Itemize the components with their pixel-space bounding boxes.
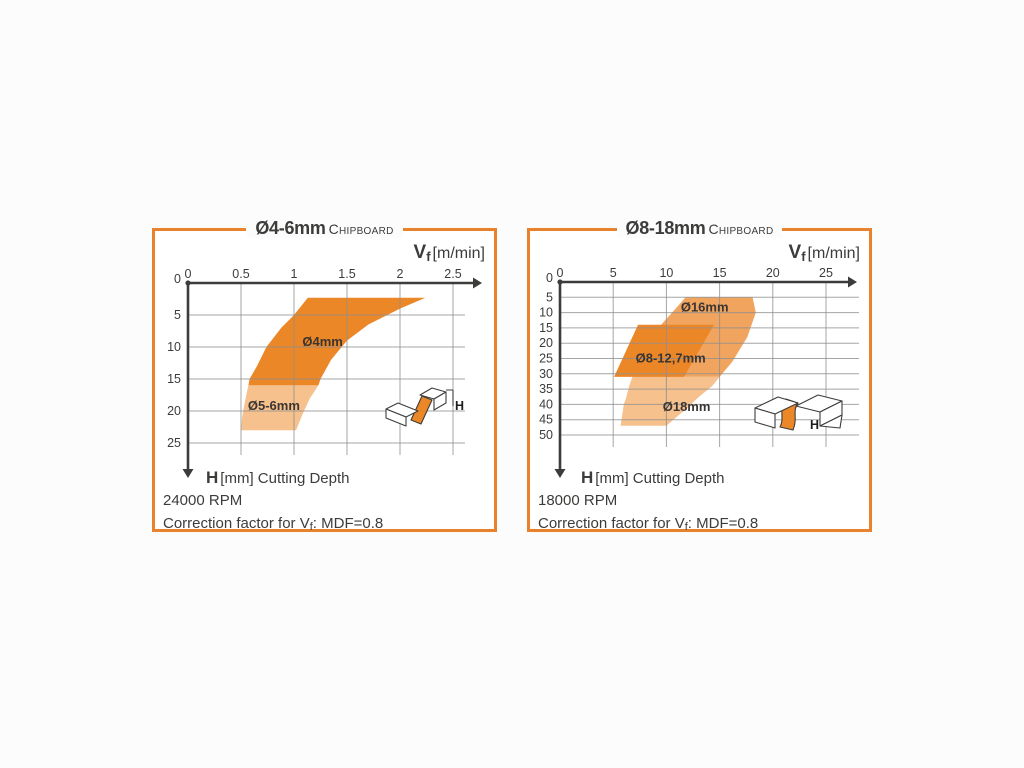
y-tick-label: 25 [167,436,181,450]
x-tick-label: 0 [557,266,564,280]
y-tick-label: 5 [546,290,553,304]
band-region-dark [248,297,426,386]
y-tick-label: 20 [167,404,181,418]
band-region-light [241,385,319,431]
y-axis-title: H [mm] Cutting Depth [206,468,350,488]
workpiece-rabbet-icon: H [385,387,464,427]
y-tick-label: 25 [539,352,553,366]
correction-pre: Correction factor for V [538,515,685,532]
band-label: Ø4mm [302,334,342,349]
title-material: Chipboard [708,221,774,237]
correction-sub: f [684,521,688,533]
h-unit: [mm] Cutting Depth [595,470,725,487]
vf-subscript: f [426,249,431,264]
y-tick-label: 45 [539,413,553,427]
x-axis-arrow-icon [473,277,482,289]
y-tick-label: 0 [174,272,181,286]
y-tick-label: 15 [167,372,181,386]
correction-post: : MDF=0.8 [687,515,759,532]
x-tick-label: 20 [766,266,780,280]
vf-symbol: V [413,242,427,263]
h-symbol: H [581,468,594,487]
vf-unit: [m/min] [432,245,485,262]
rpm-note: 18000 RPM [538,492,618,509]
panel-title-text: Ø8-18mm Chipboard [616,218,783,238]
correction-post: : MDF=0.8 [312,515,384,532]
band-label: Ø8-12,7mm [636,351,706,366]
panel-title: Ø8-18mm Chipboard [530,218,869,239]
x-tick-label: 15 [713,266,727,280]
x-tick-label: 1 [291,267,298,281]
x-axis-title: Vf [m/min] [789,242,860,264]
x-tick-label: 5 [610,266,617,280]
y-tick-label: 5 [174,308,181,322]
vf-subscript: f [801,249,806,264]
x-tick-label: 1.5 [338,267,355,281]
x-tick-label: 0 [185,267,192,281]
x-tick-label: 2 [397,267,404,281]
y-tick-label: 20 [539,336,553,350]
workpiece-groove-icon: H [754,394,843,432]
panel-title: Ø4-6mm Chipboard [155,218,494,239]
title-diameter-range: Ø8-18mm [625,218,706,238]
vf-unit: [m/min] [807,245,860,262]
y-tick-label: 50 [539,428,553,442]
x-tick-label: 2.5 [444,267,461,281]
y-tick-label: 10 [167,340,181,354]
band-label: Ø5-6mm [248,398,300,413]
y-axis-arrow-icon [182,469,194,478]
y-tick-label: 40 [539,397,553,411]
y-axis-arrow-icon [554,469,566,478]
panel-title-text: Ø4-6mm Chipboard [246,218,403,238]
x-tick-label: 25 [819,266,833,280]
h-symbol: H [206,468,219,487]
y-tick-label: 10 [539,306,553,320]
x-tick-label: 10 [659,266,673,280]
x-axis-title: Vf [m/min] [414,242,485,264]
depth-h-label: H [810,418,819,432]
vf-symbol: V [788,242,802,263]
x-tick-label: 0.5 [232,267,249,281]
correction-note: Correction factor for Vf: MDF=0.8 [538,516,758,535]
y-tick-label: 15 [539,321,553,335]
correction-sub: f [309,521,313,533]
y-tick-label: 0 [546,271,553,285]
band-label: Ø18mm [663,399,711,414]
y-axis-title: H [mm] Cutting Depth [581,468,725,488]
y-tick-label: 30 [539,367,553,381]
axis-origin-dot [557,279,563,285]
title-diameter-range: Ø4-6mm [255,218,326,238]
plot-area: 0 0.5 1 1.5 2 2.5 0 5 10 15 20 25 Ø4mm Ø5-6mm H [167,267,482,478]
band-label: Ø16mm [681,300,729,315]
chart-panel-4-6mm: Ø4-6mm Chipboard Vf [m/min] 0 0.5 1 1.5 2 2.5 0 5… [152,218,497,535]
plot-area: 0 5 10 15 20 2505101520253035404550Ø16mmØ18mm… [539,266,859,478]
depth-h-label: H [455,399,464,413]
chart-panel-8-18mm: Ø8-18mm Chipboard Vf [m/min] 0 5 10 15 20 25 0 5 1… [527,218,872,535]
y-tick-label: 35 [539,382,553,396]
rpm-note: 24000 RPM [163,492,243,509]
x-axis-arrow-icon [848,276,857,288]
axis-origin-dot [185,280,191,286]
band-region-dark [614,324,714,377]
correction-pre: Correction factor for V [163,515,310,532]
h-unit: [mm] Cutting Depth [220,470,350,487]
correction-note: Correction factor for Vf: MDF=0.8 [163,516,383,535]
title-material: Chipboard [328,221,394,237]
